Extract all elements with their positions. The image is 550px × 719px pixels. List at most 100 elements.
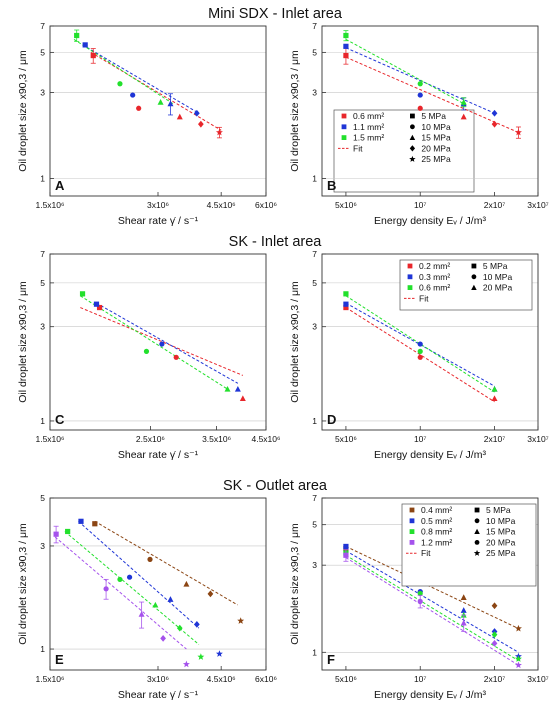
fit-line-a-0 [90, 51, 222, 131]
fit-line-f-1 [345, 550, 519, 653]
data-point [176, 624, 183, 632]
x-axis-title: Energy density Eᵥ / J/m³ [374, 689, 486, 701]
data-point [491, 631, 498, 638]
panel-f: 5x10⁶ 10⁷ 2x10⁷ 3x10⁷ 1 3 5 7 Energy density Eᵥ … [289, 493, 549, 701]
legend-series-label: 0.8 mm² [421, 527, 452, 537]
data-point [167, 100, 174, 107]
data-point [460, 607, 467, 613]
legend-series-label: 1.1 mm² [353, 122, 384, 132]
x-axis-title: Shear rate γ̇ / s⁻¹ [118, 215, 199, 227]
legend-marker [409, 518, 415, 524]
data-point [417, 598, 423, 605]
legend-series-label: 0.6 mm² [353, 111, 384, 121]
data-point [343, 291, 349, 297]
data-point [491, 109, 498, 117]
legend-fit-label: Fit [421, 548, 431, 558]
data-point [90, 52, 96, 59]
legend-pressure-marker [409, 145, 416, 152]
panel-e: 1.5x10⁶ 3x10⁶ 4.5x10⁶ 6x10⁶ 1 3 5 Shear rate γ̇… [17, 493, 277, 701]
fit-line-e-1 [78, 520, 200, 629]
fit-line-c-1 [96, 302, 239, 384]
data-point [343, 543, 349, 550]
x-tick-label: 4.5x10⁶ [207, 200, 236, 210]
legend-pressure-marker [471, 284, 477, 290]
y-tick-label: 5 [312, 278, 317, 288]
legend-pressure-marker [409, 134, 416, 140]
legend-pressure-marker [409, 155, 416, 162]
x-tick-label: 2x10⁷ [484, 200, 506, 210]
legend-fit-label: Fit [419, 293, 429, 303]
x-tick-label: 3x10⁷ [527, 434, 549, 444]
legend-marker [341, 135, 347, 140]
data-point [78, 518, 84, 524]
y-tick-label: 3 [312, 322, 317, 332]
y-tick-label: 5 [312, 520, 317, 530]
legend-pressure-marker [474, 528, 480, 534]
panel-d: 5x10⁶ 10⁷ 2x10⁷ 3x10⁷ 1 3 5 7 Energy density Eᵥ … [289, 249, 549, 461]
data-point [143, 348, 150, 354]
data-point [157, 99, 164, 105]
y-tick-label: 1 [40, 174, 45, 184]
fit-line-f-0 [345, 545, 519, 629]
legend-pressure-marker [474, 507, 480, 513]
legend-fit-label: Fit [353, 143, 363, 153]
y-tick-label: 1 [312, 416, 317, 426]
data-point [460, 619, 467, 626]
legend-pressure-label: 5 MPa [483, 261, 508, 271]
data-point [514, 655, 522, 662]
data-point [343, 552, 349, 558]
data-point [182, 660, 190, 668]
fit-line-e-0 [94, 520, 238, 606]
panel-letter: D [327, 412, 336, 427]
legend-pressure-marker [471, 274, 477, 280]
legend-marker [409, 529, 415, 534]
data-point [79, 291, 86, 297]
panel-letter: A [55, 178, 65, 193]
data-point [224, 385, 231, 392]
x-tick-label: 4.5x10⁶ [207, 674, 236, 684]
x-tick-label: 3x10⁶ [147, 200, 169, 210]
data-point [194, 621, 200, 628]
chart-panels: 1.5x10⁶ 3x10⁶ 4.5x10⁶ 6x10⁶ 1 3 5 7 Shear rate γ… [17, 21, 549, 701]
legend-pressure-label: 20 MPa [486, 537, 516, 547]
data-point [93, 301, 100, 307]
plot-frame [49, 25, 267, 197]
data-point [460, 594, 467, 600]
x-tick-label: 5x10⁶ [335, 200, 357, 210]
x-tick-label: 6x10⁶ [255, 200, 277, 210]
y-tick-label: 3 [40, 87, 45, 97]
legend-series-label: 0.3 mm² [419, 272, 450, 282]
legend-pressure-label: 25 MPa [421, 154, 451, 164]
data-point [147, 556, 153, 562]
legend-pressure-label: 5 MPa [421, 111, 446, 121]
legend-pressure-label: 20 MPa [421, 143, 451, 153]
row-title-sk-outlet: SK - Outlet area [223, 478, 328, 494]
data-point [460, 99, 467, 105]
data-point [343, 301, 349, 307]
x-tick-label: 5x10⁶ [335, 434, 357, 444]
x-tick-label: 1.5x10⁶ [35, 200, 64, 210]
data-point [491, 639, 498, 647]
x-tick-label: 3x10⁷ [527, 200, 549, 210]
data-point [197, 653, 205, 660]
legend-marker [407, 263, 413, 269]
y-tick-label: 3 [312, 87, 317, 97]
legend-pressure-label: 15 MPa [486, 527, 516, 537]
x-tick-label: 10⁷ [414, 200, 427, 210]
x-tick-label: 3x10⁷ [527, 674, 549, 684]
x-tick-label: 10⁷ [414, 674, 427, 684]
data-point [514, 128, 522, 136]
legend-pressure-label: 10 MPa [483, 272, 513, 282]
y-axis-title: Oil droplet size x90,3 / μm [17, 281, 29, 403]
fit-line-f-2 [345, 554, 519, 662]
plot-frame [321, 497, 539, 671]
x-tick-label: 3.5x10⁶ [202, 434, 231, 444]
data-point [343, 32, 349, 39]
data-point [152, 601, 159, 608]
y-axis-title: Oil droplet size x90,3 / μm [289, 281, 301, 403]
data-point [417, 590, 423, 597]
y-tick-label: 7 [312, 493, 317, 503]
data-point [417, 341, 423, 347]
